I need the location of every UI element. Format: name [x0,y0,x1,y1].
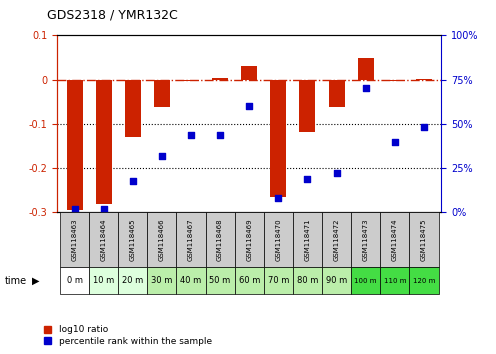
FancyBboxPatch shape [147,212,177,267]
FancyBboxPatch shape [322,267,351,294]
Text: GSM118475: GSM118475 [421,218,427,261]
Text: GSM118471: GSM118471 [305,218,310,261]
FancyBboxPatch shape [380,212,409,267]
Bar [212,78,228,80]
Bar [387,80,403,81]
Bar [416,79,432,80]
FancyBboxPatch shape [409,212,438,267]
Point [304,176,311,182]
FancyBboxPatch shape [351,267,380,294]
Bar [358,58,373,80]
FancyBboxPatch shape [264,212,293,267]
Legend: log10 ratio, percentile rank within the sample: log10 ratio, percentile rank within the … [44,325,212,346]
FancyBboxPatch shape [293,212,322,267]
Text: GSM118472: GSM118472 [334,218,340,261]
Point [362,86,370,91]
Point [129,178,137,183]
Bar [300,80,315,132]
FancyBboxPatch shape [89,267,118,294]
FancyBboxPatch shape [89,212,118,267]
FancyBboxPatch shape [118,212,147,267]
FancyBboxPatch shape [293,267,322,294]
FancyBboxPatch shape [380,267,409,294]
Bar [154,80,170,107]
Text: 70 m: 70 m [268,276,289,285]
Text: 90 m: 90 m [326,276,347,285]
Point [70,206,78,212]
Text: 40 m: 40 m [181,276,201,285]
Text: GSM118468: GSM118468 [217,218,223,261]
Text: GDS2318 / YMR132C: GDS2318 / YMR132C [47,8,178,21]
Text: 50 m: 50 m [209,276,231,285]
Point [158,153,166,159]
Bar [241,67,257,80]
Point [333,171,341,176]
Text: 120 m: 120 m [413,278,435,284]
Text: ▶: ▶ [32,275,40,286]
Text: GSM118467: GSM118467 [188,218,194,261]
Text: 100 m: 100 m [355,278,377,284]
FancyBboxPatch shape [177,212,205,267]
Point [391,139,399,144]
FancyBboxPatch shape [147,267,177,294]
Text: 20 m: 20 m [122,276,143,285]
Text: GSM118464: GSM118464 [101,218,107,261]
Point [274,195,282,201]
Text: GSM118465: GSM118465 [130,218,136,261]
Text: 30 m: 30 m [151,276,173,285]
Bar [66,80,82,210]
Point [420,125,428,130]
FancyBboxPatch shape [177,267,205,294]
Text: 0 m: 0 m [66,276,82,285]
Point [187,132,195,137]
Text: GSM118463: GSM118463 [71,218,77,261]
FancyBboxPatch shape [322,212,351,267]
Text: GSM118466: GSM118466 [159,218,165,261]
FancyBboxPatch shape [118,267,147,294]
FancyBboxPatch shape [235,267,264,294]
Text: GSM118473: GSM118473 [363,218,369,261]
FancyBboxPatch shape [60,212,89,267]
Text: GSM118470: GSM118470 [275,218,281,261]
Text: GSM118469: GSM118469 [246,218,252,261]
Point [100,206,108,212]
FancyBboxPatch shape [351,212,380,267]
FancyBboxPatch shape [264,267,293,294]
Bar [183,80,199,81]
Text: 110 m: 110 m [383,278,406,284]
Text: 80 m: 80 m [297,276,318,285]
Text: 10 m: 10 m [93,276,114,285]
Bar [96,80,112,204]
Bar [270,80,286,197]
Point [245,103,253,109]
Text: time: time [5,275,27,286]
FancyBboxPatch shape [235,212,264,267]
FancyBboxPatch shape [205,267,235,294]
FancyBboxPatch shape [205,212,235,267]
Point [216,132,224,137]
Text: GSM118474: GSM118474 [392,218,398,261]
FancyBboxPatch shape [409,267,438,294]
Bar [125,80,141,137]
Bar [328,80,345,107]
Text: 60 m: 60 m [239,276,260,285]
FancyBboxPatch shape [60,267,89,294]
